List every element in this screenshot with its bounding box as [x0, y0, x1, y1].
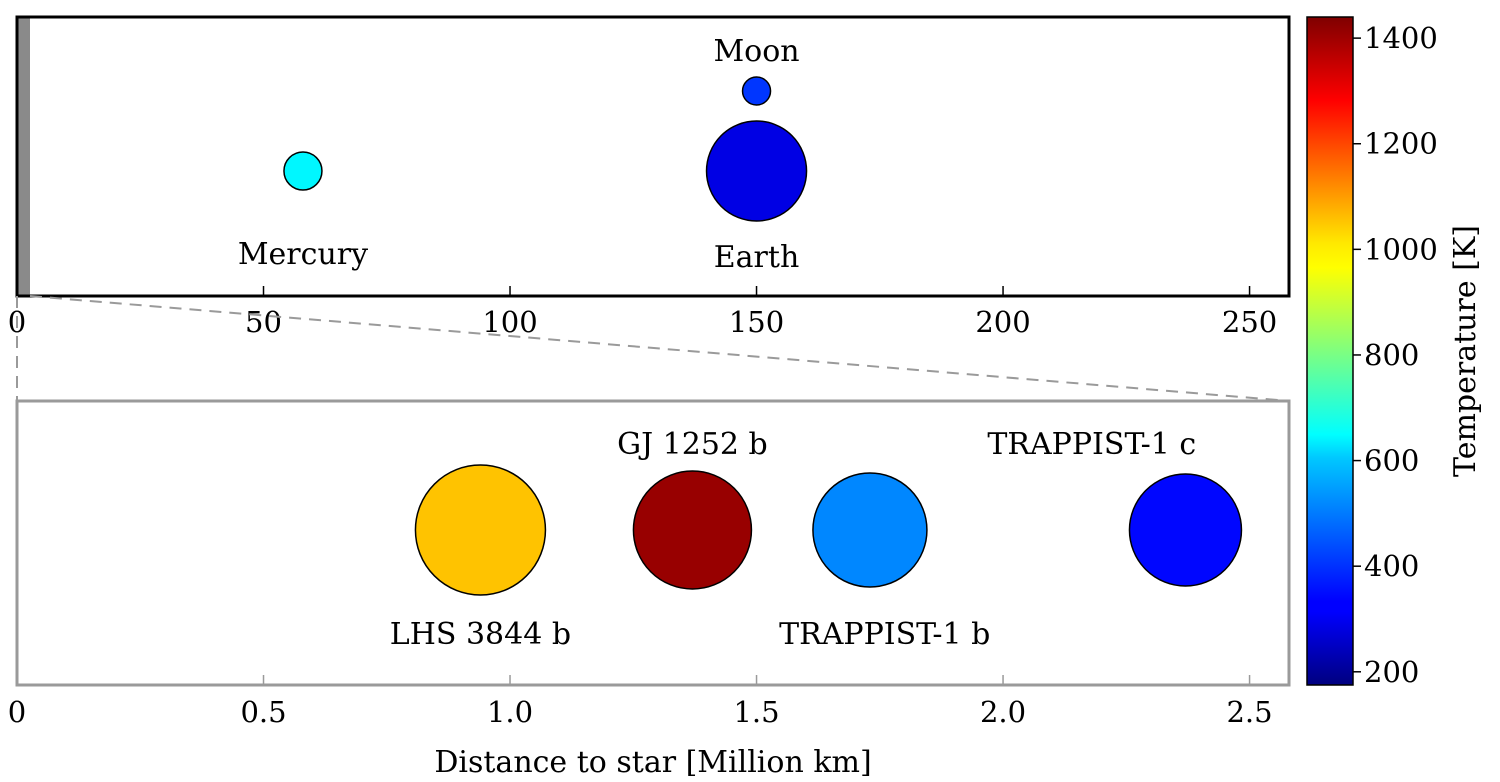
top-points: Mercury Earth Moon: [238, 34, 808, 275]
planet-label: Earth: [714, 240, 800, 275]
colorbar-tick-label: 1000: [1364, 232, 1438, 266]
colorbar-ticks: 200 400 600 800 1000 1200 1400: [1353, 21, 1438, 689]
top-x-tick-label: 250: [1222, 305, 1277, 339]
planet-marker-lhs-3844-b: [414, 464, 547, 596]
zoom-connector-right: [29, 295, 1290, 402]
bottom-x-tick-label: 0.5: [240, 695, 286, 729]
top-x-tick-label: 50: [245, 305, 282, 339]
planet-label: Mercury: [238, 237, 368, 272]
bottom-x-tick-label: 1.5: [733, 695, 779, 729]
colorbar: 200 400 600 800 1000 1200 1400 Temperature [K]: [1306, 16, 1483, 689]
colorbar-frame: [1306, 16, 1354, 686]
planet-label: GJ 1252 b: [617, 427, 768, 462]
bottom-x-tick-label: 1.0: [487, 695, 533, 729]
colorbar-tick-label: 400: [1364, 549, 1419, 583]
planet-label: TRAPPIST-1 c: [987, 427, 1196, 462]
planet-marker-mercury: [283, 151, 323, 191]
colorbar-tick-label: 200: [1364, 655, 1419, 689]
planet-marker-earth: [705, 120, 808, 222]
top-panel-frame: [15, 15, 1291, 298]
colorbar-label: Temperature [K]: [1448, 225, 1483, 477]
top-x-tick-label: 150: [729, 305, 784, 339]
x-axis-label: Distance to star [Million km]: [434, 745, 871, 780]
planet-marker-moon: [741, 76, 772, 106]
planet-marker-gj-1252-b: [632, 470, 753, 590]
planet-marker-trappist-1-b: [812, 472, 928, 588]
top-x-tick-label: 100: [482, 305, 537, 339]
top-panel-star-strip: [17, 17, 30, 296]
bottom-points: LHS 3844 b GJ 1252 b TRAPPIST-1 b TRAPPIST-…: [390, 427, 1243, 652]
bottom-x-axis: 0 0.5 1.0 1.5 2.0 2.5: [8, 675, 1273, 729]
bottom-panel-frame: [15, 399, 1291, 687]
top-x-axis: 0 50 100 150 200 250: [8, 286, 1277, 339]
planet-label: LHS 3844 b: [390, 617, 571, 652]
colorbar-gradient: [1307, 17, 1353, 685]
zoom-connectors: [16, 295, 1290, 402]
planet-label: TRAPPIST-1 b: [779, 617, 990, 652]
top-x-tick-label: 200: [975, 305, 1030, 339]
bottom-panel: 0 0.5 1.0 1.5 2.0 2.5 LHS 3844 b GJ 1252 b TRAP…: [8, 399, 1291, 780]
planet-marker-trappist-1-c: [1128, 473, 1243, 587]
bottom-x-tick-label: 2.5: [1226, 695, 1272, 729]
planet-label: Moon: [713, 34, 799, 69]
colorbar-tick-label: 800: [1364, 338, 1419, 372]
colorbar-tick-label: 1400: [1364, 21, 1438, 55]
bottom-x-tick-label: 0: [8, 695, 26, 729]
colorbar-tick-label: 1200: [1364, 127, 1438, 161]
bottom-x-tick-label: 2.0: [980, 695, 1026, 729]
colorbar-tick-label: 600: [1364, 444, 1419, 478]
